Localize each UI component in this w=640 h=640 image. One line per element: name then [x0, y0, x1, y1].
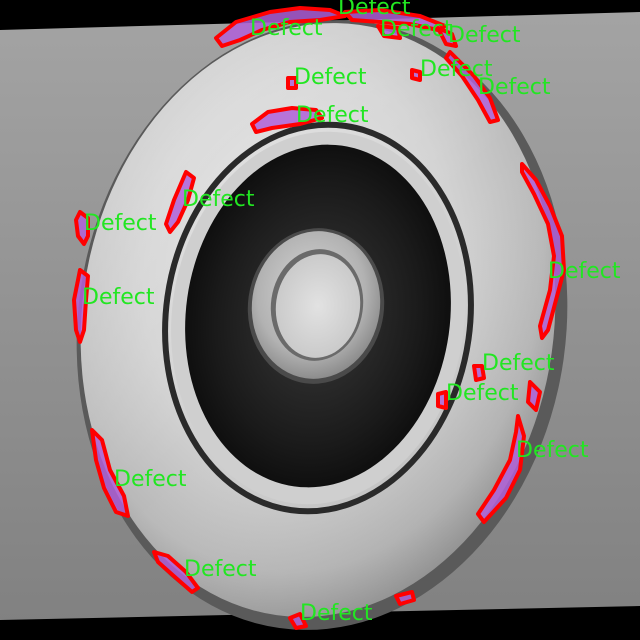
- defect-region-outline: [444, 50, 500, 124]
- defect-label: Defect: [82, 285, 155, 310]
- defect-region-outline: [476, 414, 526, 524]
- defect-region-outline: [288, 612, 308, 630]
- casting-disc: [76, 20, 568, 630]
- defect-region-outline: [436, 390, 448, 410]
- defect-region-outline: [472, 364, 486, 382]
- defect-region-outline: [526, 380, 542, 412]
- defect-region-outline: [436, 26, 458, 48]
- defect-region-outline: [394, 590, 416, 606]
- defect-label: Defect: [84, 211, 157, 236]
- defect-region-outline: [164, 170, 196, 234]
- defect-label: Defect: [296, 103, 369, 128]
- defect-label: Defect: [482, 351, 555, 376]
- defect-region-outline: [90, 428, 130, 518]
- defect-label: Defect: [516, 438, 589, 463]
- defect-label: Defect: [114, 467, 187, 492]
- defect-label: Defect: [184, 557, 257, 582]
- defect-region-outline: [74, 210, 90, 246]
- defect-label: Defect: [448, 23, 521, 48]
- defect-label: Defect: [478, 75, 551, 100]
- defect-region-outline: [72, 268, 90, 344]
- defect-region-outline: [286, 76, 298, 90]
- defect-region-outline: [152, 550, 200, 594]
- defect-label: Defect: [548, 259, 621, 284]
- defect-region-outline: [410, 68, 422, 82]
- defect-region-outline: [250, 106, 324, 134]
- defect-region-outline: [520, 162, 566, 340]
- defect-outlines: [72, 6, 566, 630]
- defect-label: Defect: [300, 601, 373, 626]
- defect-label: Defect: [294, 65, 367, 90]
- defect-label: Defect: [182, 187, 255, 212]
- defect-region-outline: [376, 24, 402, 40]
- defect-label: Defect: [446, 381, 519, 406]
- defect-label: Defect: [380, 17, 453, 42]
- defect-label: Defect: [250, 16, 323, 41]
- defect-label: Defect: [420, 57, 493, 82]
- defect-label: Defect: [338, 0, 411, 20]
- defect-region-outline: [214, 6, 347, 48]
